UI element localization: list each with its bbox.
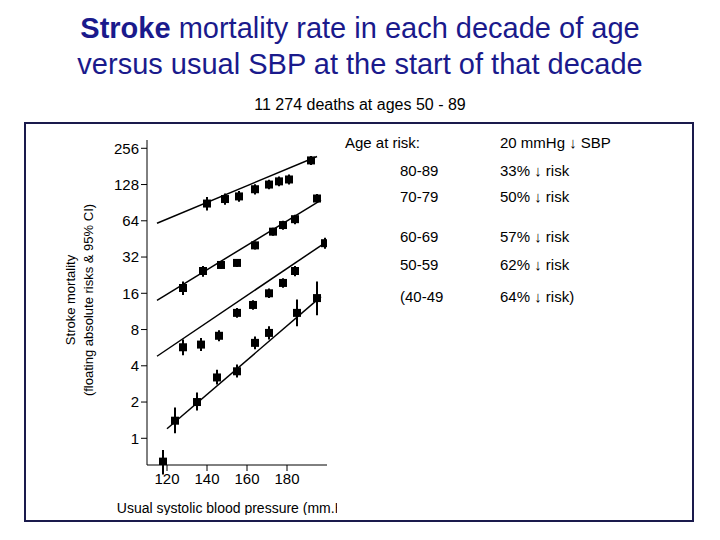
html-text:versus usual SBP at the start: versus usual SBP at the start of that de… (77, 48, 643, 80)
html-text:(floating absolute risks & 95%: (floating absolute risks & 95% CI) (81, 203, 96, 397)
html-text:Stroke mortality rate in each: Stroke mortality rate in each decade of … (80, 12, 640, 44)
svg-text:140: 140 (194, 470, 219, 487)
html-text:50-59: 50-59 (400, 256, 439, 273)
svg-text:180: 180 (274, 470, 299, 487)
svg-text:32: 32 (122, 248, 139, 265)
html-text:64% ↓ risk): 64% ↓ risk) (500, 288, 575, 305)
svg-text:64: 64 (122, 212, 139, 229)
svg-text:1: 1 (131, 430, 139, 447)
svg-text:120: 120 (154, 470, 179, 487)
svg-text:16: 16 (122, 285, 139, 302)
svg-text:2: 2 (131, 393, 139, 410)
html-text:70-79: 70-79 (400, 188, 439, 205)
html-text:50% ↓ risk: 50% ↓ risk (500, 188, 570, 205)
html-text:33% ↓ risk: 33% ↓ risk (500, 162, 570, 179)
html-text:Stroke mortality: Stroke mortality (63, 254, 78, 346)
svg-text:128: 128 (114, 176, 139, 193)
svg-text:8: 8 (131, 321, 139, 338)
html-text:57% ↓ risk: 57% ↓ risk (500, 228, 570, 245)
html-text:60-69: 60-69 (400, 228, 439, 245)
html-text:80-89: 80-89 (400, 162, 439, 179)
html-text:20 mmHg ↓ SBP: 20 mmHg ↓ SBP (500, 134, 611, 151)
svg-text:160: 160 (234, 470, 259, 487)
svg-text:4: 4 (131, 357, 139, 374)
html-text:11 274 deaths at ages 50 - 89: 11 274 deaths at ages 50 - 89 (254, 96, 466, 113)
svg-text:256: 256 (114, 140, 139, 157)
html-text:Age at risk:: Age at risk: (345, 134, 420, 151)
html-text:(40-49: (40-49 (400, 288, 444, 305)
html-text:62% ↓ risk: 62% ↓ risk (500, 256, 570, 273)
svg-text:Usual systolic blood pressure: Usual systolic blood pressure (mm.Hg) (117, 500, 337, 515)
